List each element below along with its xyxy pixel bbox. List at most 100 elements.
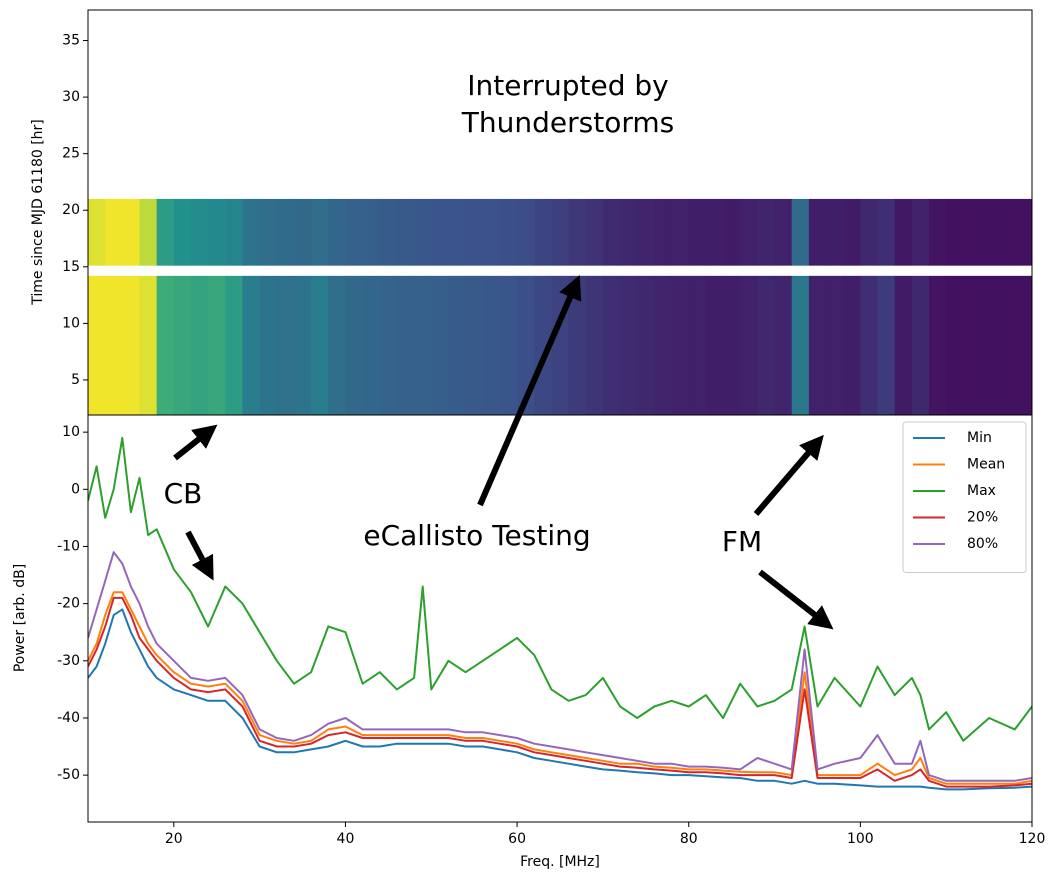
legend-label: Min <box>967 430 992 446</box>
heatmap-cell <box>517 275 535 415</box>
heatmap-cell <box>362 275 381 415</box>
heatmap-cell <box>414 198 432 266</box>
heatmap-cell <box>534 275 552 415</box>
heatmap-cell <box>551 275 570 415</box>
legend-label: 80% <box>967 536 998 552</box>
heatmap-cell <box>276 275 295 415</box>
heatmap-cell <box>774 275 793 415</box>
series-line <box>88 596 1032 788</box>
spectrum <box>88 436 1032 791</box>
heatmap-cell <box>242 198 261 266</box>
heatmap-cell <box>328 275 346 415</box>
y-tick-label: 25 <box>62 146 80 162</box>
heatmap-cell <box>379 198 398 266</box>
heatmap-cell <box>105 198 123 266</box>
annotation: Thunderstorms <box>461 106 674 139</box>
heatmap-cell <box>602 198 621 266</box>
heatmap-cell <box>705 275 724 415</box>
heatmap-cell <box>997 198 1016 266</box>
heatmap-cell <box>602 275 621 415</box>
annotation: CB <box>164 477 203 510</box>
series-line <box>88 608 1032 791</box>
legend-label: Mean <box>967 457 1005 473</box>
annotation: Interrupted by <box>467 69 668 102</box>
heatmap-cell <box>877 198 896 266</box>
heatmap-cell <box>448 198 467 266</box>
series-line <box>88 436 1032 742</box>
heatmap-cell <box>259 275 278 415</box>
heatmap-cell <box>860 275 879 415</box>
heatmap-cell <box>499 198 518 266</box>
arrow <box>185 530 214 581</box>
y-tick-label: 30 <box>62 89 80 105</box>
heatmap-cell <box>894 198 913 266</box>
heatmap-cell <box>946 275 964 415</box>
heatmap-cell <box>620 198 638 266</box>
heatmap-cell <box>88 275 106 415</box>
heatmap-cell <box>963 198 982 266</box>
heatmap-cell <box>499 275 518 415</box>
heatmap-cell <box>911 198 930 266</box>
heatmap-cell <box>139 198 158 266</box>
legend-box <box>902 421 1027 573</box>
heatmap-cell <box>88 198 106 266</box>
annotation: FM <box>722 525 762 558</box>
heatmap-cell <box>654 275 673 415</box>
heatmap-cell <box>482 198 501 266</box>
y-tick-label: -10 <box>57 538 80 554</box>
legend-label: Max <box>967 483 996 499</box>
heatmap-cell <box>242 275 261 415</box>
heatmap-cell <box>431 275 449 415</box>
x-tick-label: 60 <box>508 831 526 847</box>
heatmap-cell <box>963 275 982 415</box>
heatmap-cell <box>671 198 690 266</box>
heatmap-cell <box>208 198 226 266</box>
heatmap-cell <box>465 198 484 266</box>
heatmap-cell <box>774 198 793 266</box>
heatmap-cell <box>328 198 346 266</box>
heatmap-cell <box>877 275 896 415</box>
heatmap-cell <box>860 198 879 266</box>
heatmap-cell <box>482 275 501 415</box>
legend: Min Mean Max 20% 80% <box>902 421 1027 573</box>
heatmap-cell <box>208 275 226 415</box>
heatmap-cell <box>465 275 484 415</box>
heatmap-cell <box>688 198 707 266</box>
heatmap-cell <box>156 198 175 266</box>
y-tick-label: 0 <box>71 481 80 497</box>
arrow <box>753 434 824 516</box>
heatmap-cell <box>740 198 758 266</box>
heatmap-cell <box>345 198 364 266</box>
x-tick-label: 120 <box>1019 831 1046 847</box>
y-tick-label: 10 <box>62 315 80 331</box>
heatmap-cell <box>568 198 587 266</box>
heatmap-cell <box>585 198 604 266</box>
heatmap-cell <box>946 198 964 266</box>
heatmap-cell <box>311 275 329 415</box>
heatmap-cell <box>980 275 999 415</box>
series-line <box>88 551 1032 782</box>
x-tick-label: 40 <box>337 831 355 847</box>
heatmap-cell <box>225 198 243 266</box>
axes: 5 10 15 20 25 30 35 -50 -40 -30 -20 -10 0 10 20 40 60 80 1… <box>57 33 1045 847</box>
heatmap-cell <box>345 275 364 415</box>
heatmap-cell <box>843 275 861 415</box>
heatmap-cell <box>293 198 312 266</box>
heatmap-cell <box>911 275 930 415</box>
heatmap-cell <box>551 198 570 266</box>
heatmap-cell <box>757 198 776 266</box>
heatmap-cell <box>139 275 158 415</box>
heatmap-cell <box>705 198 724 266</box>
heatmap-cell <box>173 198 192 266</box>
y-tick-label: -40 <box>57 710 80 726</box>
heatmap-cell <box>585 275 604 415</box>
heatmap-cell <box>929 198 947 266</box>
spectrum-frame <box>87 414 1033 823</box>
arrow <box>173 424 218 461</box>
heatmap-cell <box>1014 198 1032 266</box>
heatmap-cell <box>259 198 278 266</box>
y-axis-label: Power [arb. dB] <box>12 564 28 672</box>
heatmap-cell <box>1014 275 1032 415</box>
heatmap-cell <box>396 198 415 266</box>
